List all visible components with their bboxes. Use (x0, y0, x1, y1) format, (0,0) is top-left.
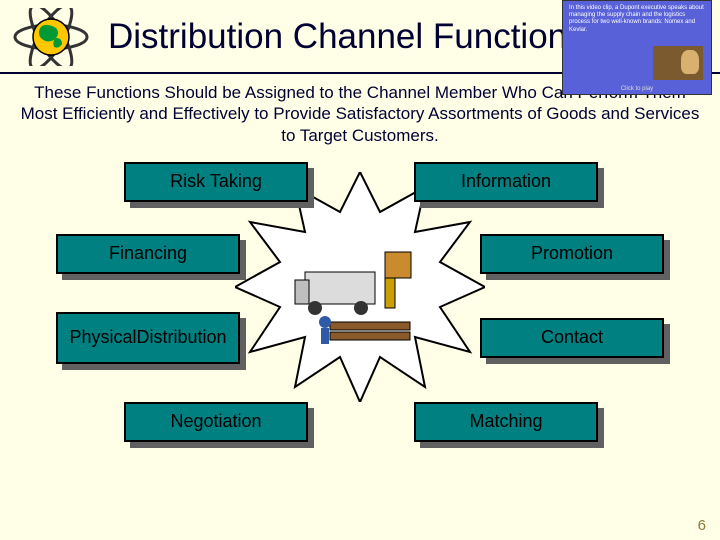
video-still (653, 46, 703, 80)
function-box-information: Information (414, 162, 598, 202)
page-title: Distribution Channel Functions (108, 17, 585, 57)
function-box-physical: PhysicalDistribution (56, 312, 240, 364)
video-caption: In this video clip, a Dupont executive s… (563, 1, 711, 38)
video-thumbnail[interactable]: In this video clip, a Dupont executive s… (562, 0, 712, 95)
function-box-financing: Financing (56, 234, 240, 274)
functions-diagram: Risk Taking Information Financing Promotion… (0, 152, 720, 512)
function-box-risk-taking: Risk Taking (124, 162, 308, 202)
function-box-promotion: Promotion (480, 234, 664, 274)
page-number: 6 (698, 517, 706, 534)
video-click-text: Click to play (563, 86, 711, 92)
function-box-matching: Matching (414, 402, 598, 442)
globe-icon (12, 8, 90, 66)
function-box-contact: Contact (480, 318, 664, 358)
function-box-negotiation: Negotiation (124, 402, 308, 442)
